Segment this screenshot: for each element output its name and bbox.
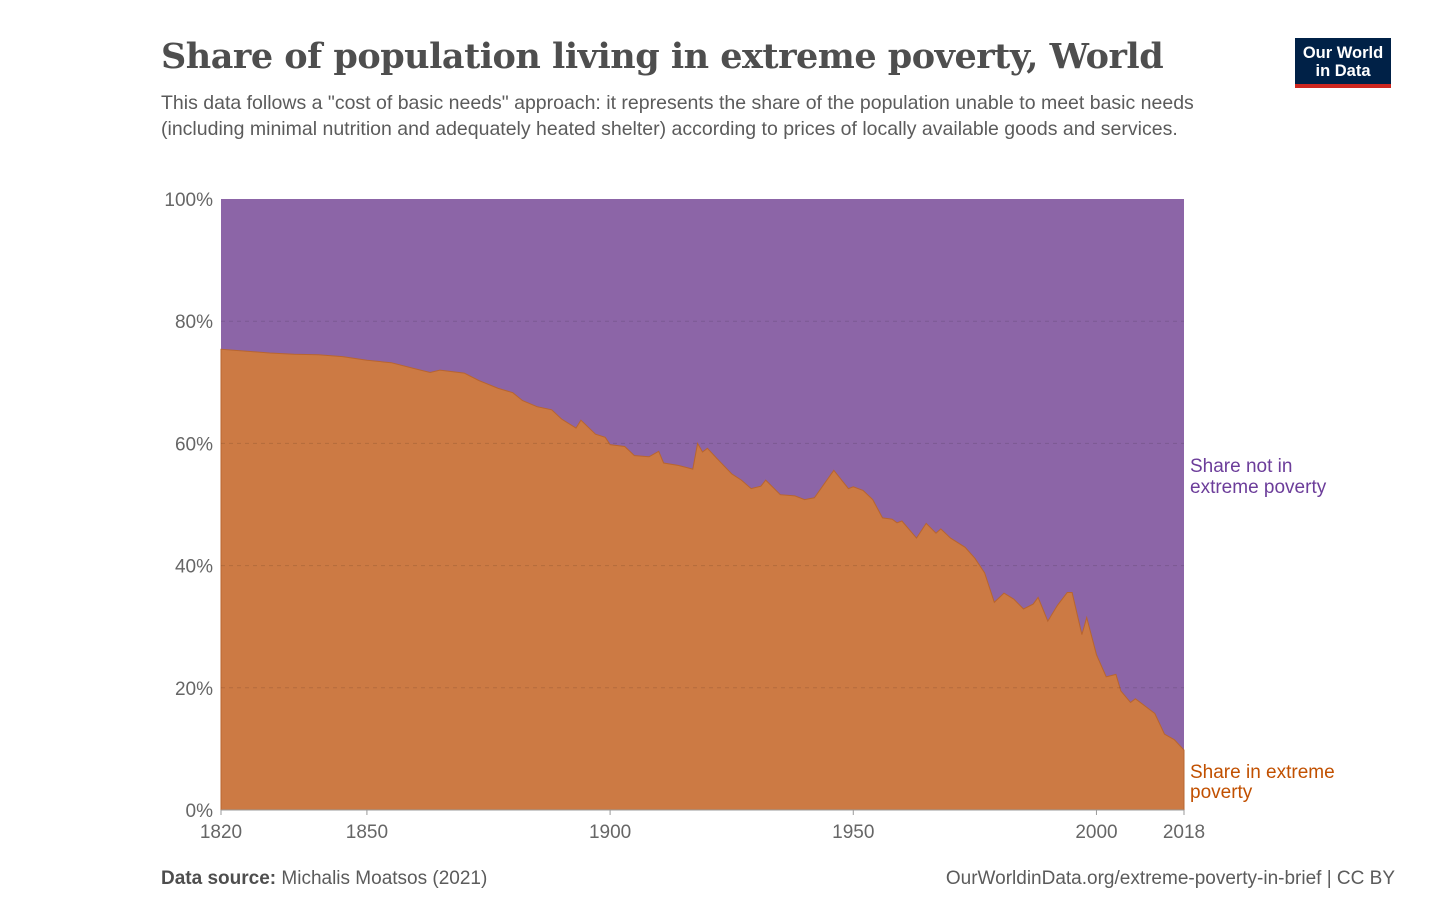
- y-tick-label: 100%: [164, 190, 213, 211]
- series-label: Share in extreme: [1190, 762, 1335, 783]
- area-share-in-extreme-poverty: [220, 348, 1185, 811]
- series-label: extreme poverty: [1190, 477, 1327, 498]
- y-tick-label: 0%: [186, 801, 214, 822]
- x-tick-label: 1850: [346, 822, 388, 843]
- chart-title: Share of population living in extreme po…: [161, 36, 1164, 77]
- series-label: poverty: [1190, 782, 1253, 803]
- x-tick-label: 2000: [1075, 822, 1117, 843]
- data-source: Data source: Michalis Moatsos (2021): [161, 868, 487, 890]
- owid-logo[interactable]: Our World in Data: [1295, 38, 1391, 88]
- x-tick-label: 2018: [1163, 822, 1205, 843]
- x-tick-label: 1950: [832, 822, 874, 843]
- x-tick-label: 1820: [200, 822, 242, 843]
- series-label: Share not in: [1190, 456, 1292, 477]
- chart-subtitle: This data follows a "cost of basic needs…: [161, 92, 1194, 140]
- source-url-license[interactable]: OurWorldinData.org/extreme-poverty-in-br…: [945, 868, 1395, 889]
- y-tick-label: 20%: [175, 679, 213, 700]
- data-source-value: Michalis Moatsos (2021): [281, 868, 488, 889]
- y-tick-label: 40%: [175, 557, 213, 578]
- logo-line-2: in Data: [1315, 62, 1371, 80]
- logo-line-1: Our World: [1302, 44, 1384, 62]
- y-tick-label: 60%: [175, 434, 213, 455]
- data-source-label: Data source:: [161, 868, 277, 889]
- x-tick-label: 1900: [589, 822, 631, 843]
- y-tick-label: 80%: [175, 312, 213, 333]
